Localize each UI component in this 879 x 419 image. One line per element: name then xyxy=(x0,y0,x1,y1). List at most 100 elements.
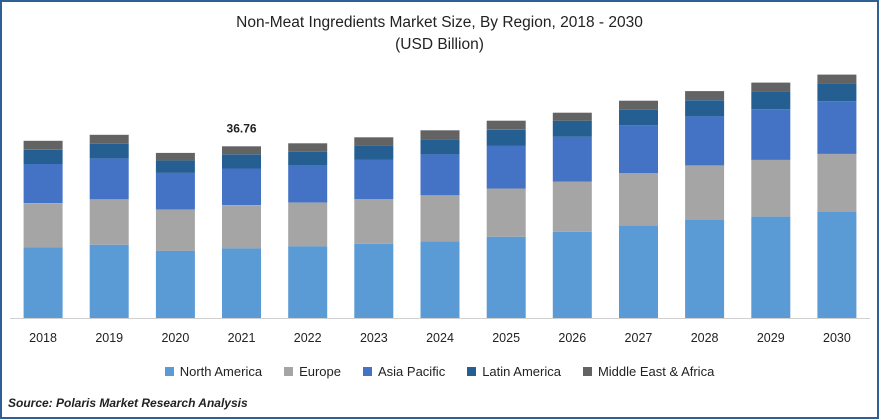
bar-segment-2030-north-america xyxy=(817,211,857,318)
legend-swatch-north-america xyxy=(164,367,174,376)
bar-segment-2028-north-america xyxy=(685,219,725,318)
bar-segment-2026-middle-east-africa xyxy=(552,112,592,121)
bar-segment-2027-latin-america xyxy=(619,109,658,126)
bar-segment-2019-europe xyxy=(89,199,129,245)
x-tick-label-2022: 2022 xyxy=(294,331,322,345)
legend-swatch-latin-america xyxy=(467,367,477,376)
bar-segment-2018-europe xyxy=(23,203,63,248)
legend-item-europe: Europe xyxy=(284,364,341,379)
bar-segment-2022-latin-america xyxy=(288,151,328,165)
bar-segment-2019-middle-east-africa xyxy=(89,134,129,144)
chart-subtitle: (USD Billion) xyxy=(395,36,484,53)
legend-label-middle-east-africa: Middle East & Africa xyxy=(597,364,715,379)
legend-item-north-america: North America xyxy=(164,364,263,379)
legend-label-europe: Europe xyxy=(299,364,341,379)
chart-title: Non-Meat Ingredients Market Size, By Reg… xyxy=(236,14,643,31)
bar-segment-2027-asia-pacific xyxy=(619,125,658,173)
bar-segment-2026-asia-pacific xyxy=(552,136,592,182)
chart-legend: North America Europe Asia Pacific Latin Ame… xyxy=(2,364,877,379)
x-tick-label-2020: 2020 xyxy=(161,331,189,345)
x-tick-label-2025: 2025 xyxy=(492,331,520,345)
bar-segment-2018-north-america xyxy=(23,247,63,318)
bar-segment-2019-latin-america xyxy=(89,143,129,159)
bar-segment-2020-north-america xyxy=(155,250,195,318)
bar-segment-2030-middle-east-africa xyxy=(817,74,857,84)
legend-swatch-asia-pacific xyxy=(363,367,372,376)
data-label-2021: 36.76 xyxy=(227,121,257,135)
bar-segment-2021-latin-america xyxy=(222,154,261,169)
source-note: Source: Polaris Market Research Analysis xyxy=(8,396,248,410)
legend-item-latin-america: Latin America xyxy=(467,364,561,379)
bar-segment-2024-north-america xyxy=(420,241,460,318)
bar-segment-2019-north-america xyxy=(89,244,129,318)
bar-segment-2025-north-america xyxy=(486,236,526,318)
bar-segment-2029-asia-pacific xyxy=(751,109,791,160)
bar-segment-2022-asia-pacific xyxy=(288,164,328,203)
legend-label-asia-pacific: Asia Pacific xyxy=(378,364,446,379)
bar-segment-2023-europe xyxy=(354,199,394,244)
bar-segment-2021-europe xyxy=(222,205,261,249)
bar-segment-2020-europe xyxy=(155,209,195,251)
bar-segment-2022-europe xyxy=(288,202,328,247)
bar-segment-2021-middle-east-africa xyxy=(222,146,261,155)
bar-segment-2026-europe xyxy=(552,181,592,232)
bar-segment-2023-latin-america xyxy=(354,145,394,160)
bar-segment-2024-asia-pacific xyxy=(420,154,460,196)
bar-segment-2019-asia-pacific xyxy=(89,158,129,200)
bar-segment-2025-middle-east-africa xyxy=(486,120,526,130)
bar-segment-2027-middle-east-africa xyxy=(619,100,658,110)
bar-segment-2028-asia-pacific xyxy=(685,116,725,166)
bar-segment-2020-asia-pacific xyxy=(155,172,195,210)
bar-segment-2018-latin-america xyxy=(23,149,63,164)
bar-segment-2028-latin-america xyxy=(685,100,725,117)
bar-segment-2023-asia-pacific xyxy=(354,159,394,199)
x-tick-label-2018: 2018 xyxy=(29,331,57,345)
bar-segment-2026-north-america xyxy=(552,231,592,318)
bar-segment-2023-north-america xyxy=(354,243,394,318)
bar-segment-2025-latin-america xyxy=(486,129,526,146)
bar-segment-2028-middle-east-africa xyxy=(685,91,725,101)
bar-segment-2018-middle-east-africa xyxy=(23,140,63,150)
x-tick-label-2030: 2030 xyxy=(823,331,851,345)
x-tick-label-2024: 2024 xyxy=(426,331,454,345)
legend-label-north-america: North America xyxy=(179,364,263,379)
bar-segment-2020-latin-america xyxy=(155,160,195,173)
legend-label-latin-america: Latin America xyxy=(482,364,561,379)
legend-item-asia-pacific: Asia Pacific xyxy=(363,364,445,379)
bar-segment-2024-latin-america xyxy=(420,139,460,155)
bar-segment-2029-europe xyxy=(751,159,791,217)
x-tick-label-2019: 2019 xyxy=(95,331,123,345)
bar-segment-2026-latin-america xyxy=(552,120,592,137)
bar-segment-2030-asia-pacific xyxy=(817,101,857,154)
bar-segment-2018-asia-pacific xyxy=(23,163,63,203)
bar-segment-2024-europe xyxy=(420,195,460,242)
x-tick-label-2026: 2026 xyxy=(558,331,586,345)
bar-segment-2030-latin-america xyxy=(817,83,857,102)
x-tick-label-2023: 2023 xyxy=(360,331,388,345)
bar-segment-2029-latin-america xyxy=(751,91,791,110)
bar-segment-2024-middle-east-africa xyxy=(420,130,460,140)
bar-segment-2022-north-america xyxy=(288,246,328,318)
bar-segment-2020-middle-east-africa xyxy=(155,152,195,161)
x-tick-label-2029: 2029 xyxy=(757,331,785,345)
bar-segment-2025-europe xyxy=(486,188,526,237)
legend-swatch-europe xyxy=(284,367,294,376)
x-tick-label-2021: 2021 xyxy=(228,331,256,345)
bar-segment-2025-asia-pacific xyxy=(486,145,526,189)
bar-segment-2027-north-america xyxy=(619,225,658,318)
legend-swatch-middle-east-africa xyxy=(582,367,592,376)
legend-item-middle-east-africa: Middle East & Africa xyxy=(582,364,715,379)
bar-segment-2029-middle-east-africa xyxy=(751,82,791,92)
chart-title-block: Non-Meat Ingredients Market Size, By Reg… xyxy=(2,12,877,56)
bar-segment-2027-europe xyxy=(619,172,658,226)
bar-segment-2028-europe xyxy=(685,165,725,220)
bar-segment-2030-europe xyxy=(817,153,857,212)
bar-segment-2021-asia-pacific xyxy=(222,168,261,205)
bar-segment-2023-middle-east-africa xyxy=(354,137,394,146)
x-tick-label-2028: 2028 xyxy=(691,331,719,345)
x-tick-label-2027: 2027 xyxy=(625,331,653,345)
bar-segment-2021-north-america xyxy=(222,248,261,318)
bar-segment-2022-middle-east-africa xyxy=(288,143,328,152)
